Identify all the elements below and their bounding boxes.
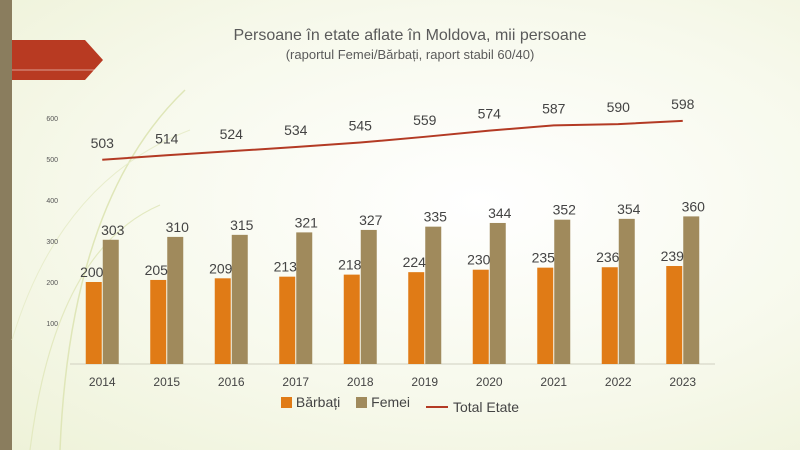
bar-barbati [150,279,167,364]
bar-femei [360,229,377,364]
x-tick-label: 2017 [282,375,309,389]
data-label-barbati: 200 [80,264,104,280]
legend-label-barbati: Bărbați [295,394,341,410]
legend-label-total: Total Etate [452,398,520,415]
bar-barbati [214,278,231,364]
y-tick-label: 300 [46,239,58,246]
data-label-total: 503 [91,135,115,151]
data-label-barbati: 218 [338,257,362,273]
bar-barbati [408,272,425,364]
bar-femei [618,218,635,364]
data-label-femei: 344 [488,205,512,221]
data-label-barbati: 205 [145,262,169,278]
data-label-total: 587 [542,100,566,116]
data-label-barbati: 213 [274,259,298,275]
y-tick-label: 100 [46,321,58,328]
bar-femei [102,239,119,364]
line-total-etate [102,119,683,161]
x-tick-label: 2015 [153,375,180,389]
left-accent-bar [0,0,12,450]
data-label-barbati: 230 [467,252,491,268]
data-label-total: 590 [607,99,631,115]
data-label-barbati: 236 [596,249,620,265]
data-label-total: 534 [284,122,308,138]
x-tick-label: 2019 [411,375,438,389]
legend-swatch-total [425,405,448,408]
data-label-femei: 310 [166,219,190,235]
y-tick-label: 500 [46,157,58,164]
bar-femei [296,232,313,364]
data-label-femei: 303 [101,222,125,238]
x-tick-label: 2018 [347,375,374,389]
data-label-femei: 315 [230,217,254,233]
y-tick-label: 400 [46,198,58,205]
decorative-curve [59,89,186,450]
legend: Bărbați Femei Total Etate [0,394,800,415]
legend-swatch-femei [356,396,368,408]
bar-femei [489,222,506,364]
y-tick-label: 600 [46,116,58,123]
title-block: Persoane în etate aflate în Moldova, mii… [110,26,710,64]
x-tick-label: 2022 [605,375,632,389]
bar-barbati [279,276,296,364]
bar-femei [425,226,442,364]
data-label-barbati: 235 [532,250,556,266]
data-label-total: 598 [671,96,695,112]
bar-barbati [472,269,489,364]
data-label-femei: 354 [617,201,641,217]
bar-femei [683,216,700,364]
x-tick-label: 2021 [540,375,567,389]
data-label-total: 545 [349,118,373,134]
legend-item-total: Total Etate [425,398,520,415]
legend-swatch-barbati [280,396,292,408]
bar-barbati [666,266,683,364]
chart-subtitle: (raportul Femei/Bărbați, raport stabil 6… [285,47,535,62]
bar-barbati [537,267,554,364]
bar-barbati [601,267,618,364]
y-tick-label: 200 [46,280,58,287]
chart-title: Persoane în etate aflate în Moldova, mii… [233,27,587,44]
x-tick-label: 2016 [218,375,245,389]
data-label-femei: 327 [359,212,383,228]
data-label-barbati: 209 [209,260,233,276]
x-tick-label: 2023 [669,375,696,389]
data-label-total: 514 [155,130,179,146]
bar-barbati [343,274,360,364]
data-label-femei: 360 [682,198,706,214]
data-label-barbati: 239 [661,248,685,264]
decorative-curve [11,129,191,341]
bar-barbati [85,282,102,364]
data-label-total: 559 [413,112,437,128]
data-label-total: 574 [478,106,502,122]
legend-label-femei: Femei [371,394,411,410]
x-tick-label: 2020 [476,375,503,389]
bar-femei [231,234,248,364]
legend-item-barbati: Bărbați [280,394,341,410]
x-tick-label: 2014 [89,375,116,389]
data-label-barbati: 224 [403,254,427,270]
data-label-femei: 352 [553,202,577,218]
data-label-femei: 321 [295,214,319,230]
decorative-curve [29,204,161,450]
data-label-femei: 335 [424,209,448,225]
bar-femei [554,219,571,364]
bar-femei [167,236,184,364]
legend-item-femei: Femei [356,394,410,410]
data-label-total: 524 [220,126,244,142]
